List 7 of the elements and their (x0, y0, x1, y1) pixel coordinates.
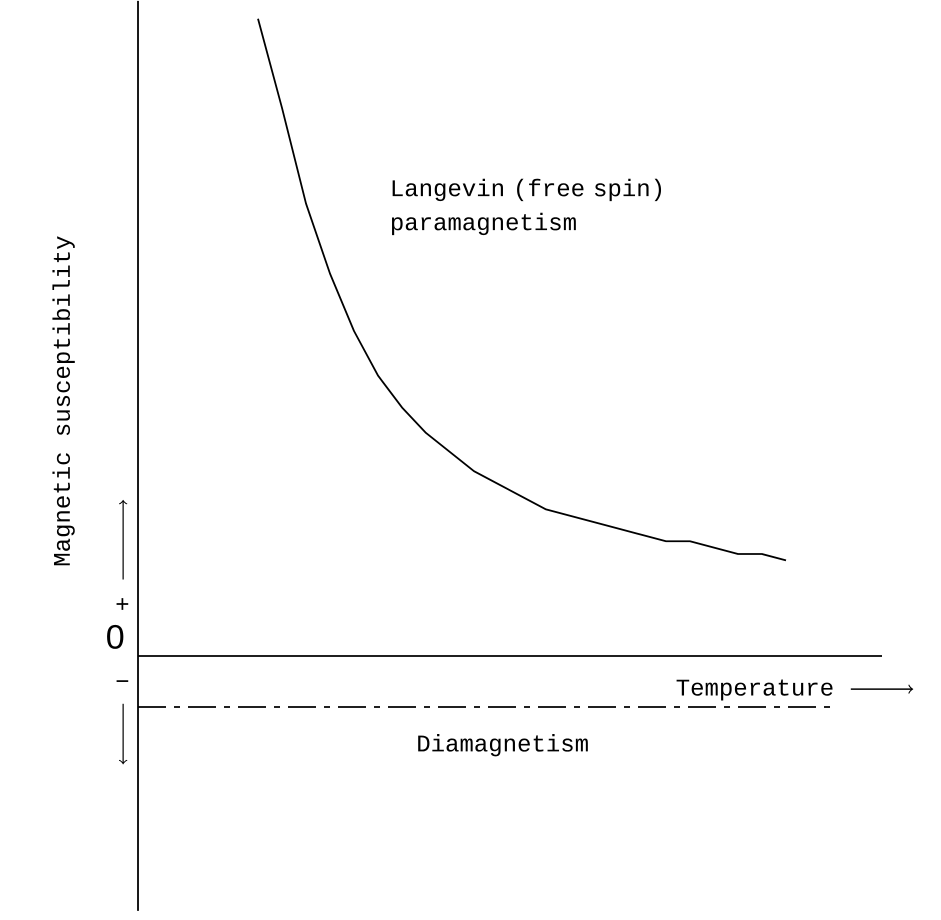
text: − (116, 680, 128, 682)
text: + (116, 598, 128, 610)
y-axis-title: Magnetic susceptibility (52, 236, 75, 565)
x-axis-title: Temperature (676, 679, 833, 700)
text: Langevin (free spin) paramagnetism (392, 178, 662, 235)
series-label: Diamagnetism (418, 734, 588, 756)
text: 0 (107, 624, 124, 649)
